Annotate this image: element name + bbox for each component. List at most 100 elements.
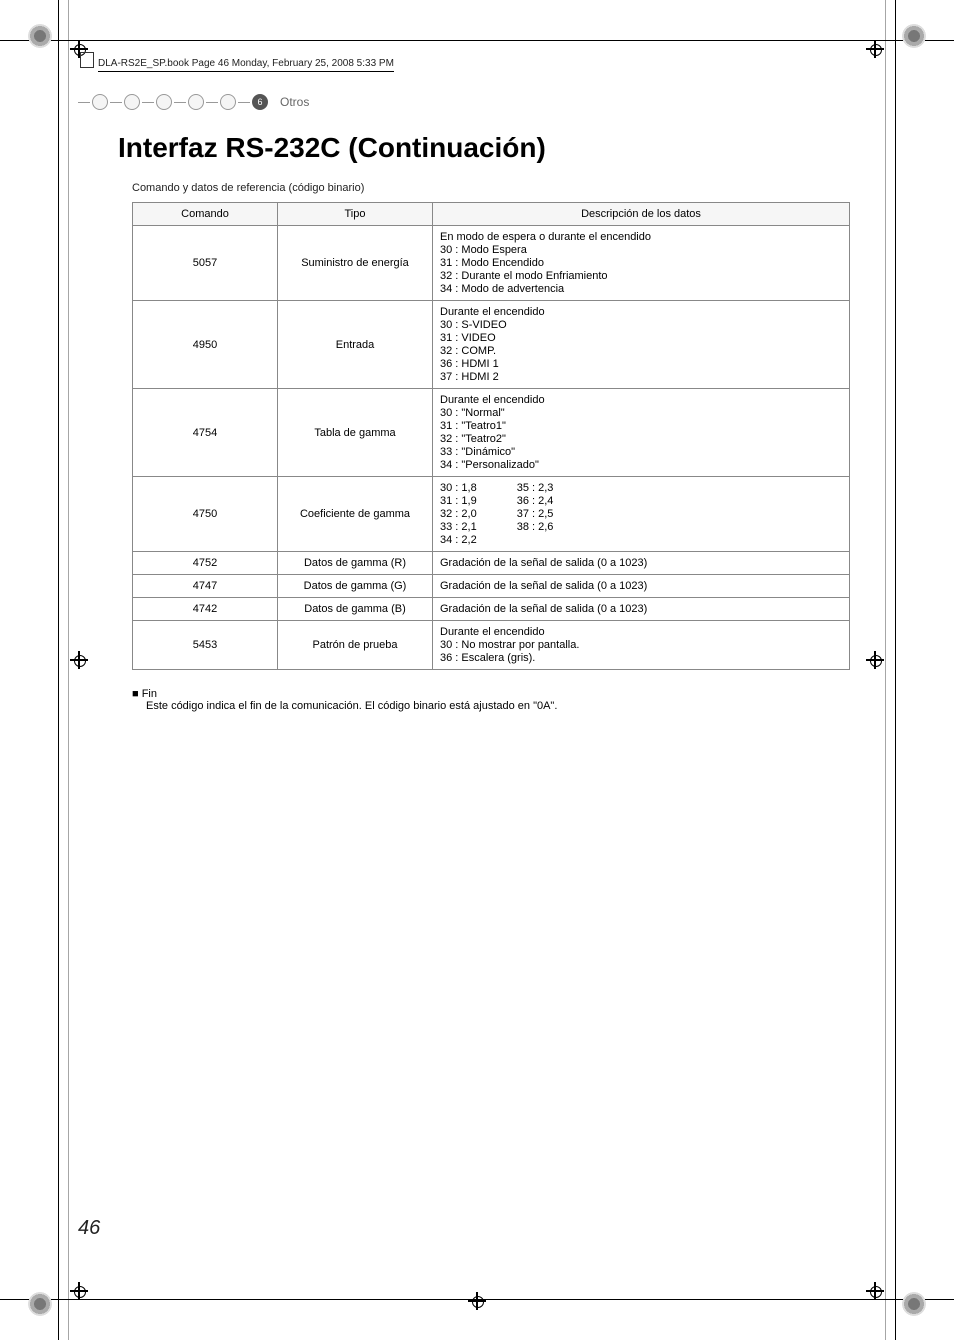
register-mark-icon [70,651,88,669]
cell-desc: En modo de espera o durante el encendido… [433,226,850,301]
corner-dot-icon [902,24,926,48]
cell-desc: Durante el encendido 30 : "Normal" 31 : … [433,389,850,477]
page-title: Interfaz RS-232C (Continuación) [118,132,836,164]
desc-line: 37 : 2,5 [517,508,554,520]
desc-line: 31 : 1,9 [440,495,477,507]
breadcrumb-dot [188,94,204,110]
trim-line [0,40,954,41]
fin-heading: ■ Fin [132,688,836,700]
register-mark-icon [866,40,884,58]
cell-tipo: Patrón de prueba [278,621,433,670]
table-row: 4752 Datos de gamma (R) Gradación de la … [133,552,850,575]
breadcrumb-dot [92,94,108,110]
desc-line: 33 : 2,1 [440,521,477,533]
desc-line: 30 : S-VIDEO [440,319,842,331]
corner-dot-icon [28,1292,52,1316]
content: Interfaz RS-232C (Continuación) Comando … [118,124,836,712]
breadcrumb-label: Otros [280,95,309,109]
desc-line: 32 : COMP. [440,345,842,357]
table-row: 5453 Patrón de prueba Durante el encendi… [133,621,850,670]
desc-line: Durante el encendido [440,626,842,638]
desc-line: Gradación de la señal de salida (0 a 102… [440,603,647,615]
cell-tipo: Suministro de energía [278,226,433,301]
desc-line: 31 : "Teatro1" [440,420,842,432]
breadcrumb: 6 Otros [78,94,309,110]
desc-line: Gradación de la señal de salida (0 a 102… [440,557,647,569]
table-row: 4742 Datos de gamma (B) Gradación de la … [133,598,850,621]
cell-desc: Gradación de la señal de salida (0 a 102… [433,552,850,575]
cell-comando: 5057 [133,226,278,301]
breadcrumb-dot [220,94,236,110]
book-icon [80,52,94,68]
trim-line [68,0,69,1340]
register-mark-icon [70,1282,88,1300]
table-row: 4750 Coeficiente de gamma 30 : 1,8 31 : … [133,477,850,552]
trim-line [895,0,896,1340]
desc-line: 34 : "Personalizado" [440,459,842,471]
table-header: Tipo [278,203,433,226]
desc-line: Durante el encendido [440,394,842,406]
desc-line: 31 : Modo Encendido [440,257,842,269]
command-table: Comando Tipo Descripción de los datos 50… [132,202,850,670]
cell-desc: 30 : 1,8 31 : 1,9 32 : 2,0 33 : 2,1 34 :… [433,477,850,552]
register-mark-icon [866,651,884,669]
cell-tipo: Datos de gamma (B) [278,598,433,621]
desc-line: Durante el encendido [440,306,842,318]
cell-desc: Gradación de la señal de salida (0 a 102… [433,575,850,598]
desc-line: 31 : VIDEO [440,332,842,344]
trim-line [58,0,59,1340]
desc-line: 32 : Durante el modo Enfriamiento [440,270,842,282]
cell-tipo: Tabla de gamma [278,389,433,477]
desc-line: 38 : 2,6 [517,521,554,533]
trim-line [885,0,886,1340]
breadcrumb-dot [124,94,140,110]
desc-line: 34 : 2,2 [440,534,477,546]
print-header: DLA-RS2E_SP.book Page 46 Monday, Februar… [98,56,394,72]
desc-line: 36 : HDMI 1 [440,358,842,370]
desc-line: 36 : Escalera (gris). [440,652,842,664]
cell-desc: Durante el encendido 30 : No mostrar por… [433,621,850,670]
desc-line: 30 : Modo Espera [440,244,842,256]
table-row: 4747 Datos de gamma (G) Gradación de la … [133,575,850,598]
table-header-row: Comando Tipo Descripción de los datos [133,203,850,226]
cell-desc: Gradación de la señal de salida (0 a 102… [433,598,850,621]
desc-line: 32 : 2,0 [440,508,477,520]
cell-comando: 4747 [133,575,278,598]
table-caption: Comando y datos de referencia (código bi… [132,182,836,194]
desc-line: 34 : Modo de advertencia [440,283,842,295]
breadcrumb-dot [156,94,172,110]
cell-comando: 4752 [133,552,278,575]
desc-line: 30 : "Normal" [440,407,842,419]
cell-comando: 4742 [133,598,278,621]
cell-tipo: Datos de gamma (R) [278,552,433,575]
table-row: 4950 Entrada Durante el encendido 30 : S… [133,301,850,389]
desc-line: Gradación de la señal de salida (0 a 102… [440,580,647,592]
cell-desc: Durante el encendido 30 : S-VIDEO 31 : V… [433,301,850,389]
cell-comando: 4950 [133,301,278,389]
cell-tipo: Coeficiente de gamma [278,477,433,552]
cell-tipo: Entrada [278,301,433,389]
breadcrumb-current: 6 [252,94,268,110]
corner-dot-icon [902,1292,926,1316]
desc-line: 30 : No mostrar por pantalla. [440,639,842,651]
fin-text: Este código indica el fin de la comunica… [146,700,836,712]
desc-line: 33 : "Dinámico" [440,446,842,458]
desc-line: 30 : 1,8 [440,482,477,494]
table-header: Comando [133,203,278,226]
cell-comando: 4754 [133,389,278,477]
cell-comando: 4750 [133,477,278,552]
page-number: 46 [78,1217,100,1240]
register-mark-icon [866,1282,884,1300]
table-row: 5057 Suministro de energía En modo de es… [133,226,850,301]
desc-line: 36 : 2,4 [517,495,554,507]
cell-comando: 5453 [133,621,278,670]
desc-line: 35 : 2,3 [517,482,554,494]
desc-line: 37 : HDMI 2 [440,371,842,383]
desc-line: En modo de espera o durante el encendido [440,231,842,243]
cell-tipo: Datos de gamma (G) [278,575,433,598]
table-header: Descripción de los datos [433,203,850,226]
fin-section: ■ Fin Este código indica el fin de la co… [132,688,836,712]
corner-dot-icon [28,24,52,48]
register-mark-icon [468,1292,486,1310]
page: DLA-RS2E_SP.book Page 46 Monday, Februar… [0,0,954,1340]
